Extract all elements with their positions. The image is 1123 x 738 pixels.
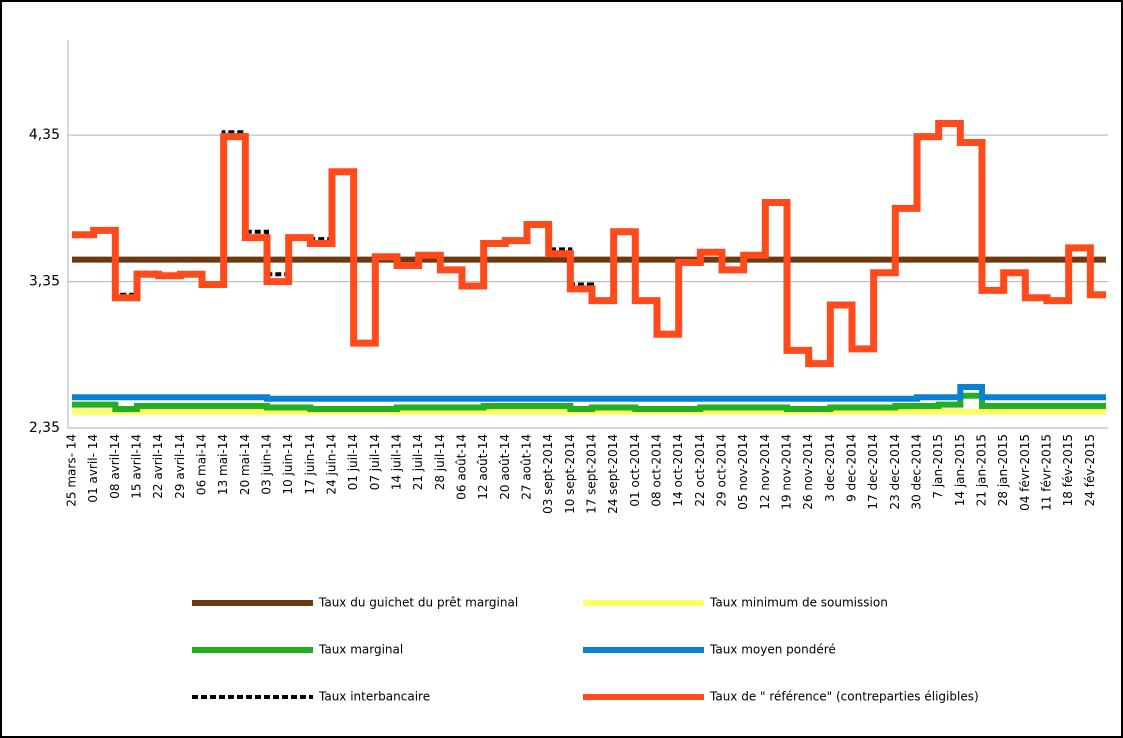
x-tick-label: 06 août-14	[455, 434, 469, 500]
x-tick-label: 01 oct-2014	[628, 434, 642, 507]
x-tick-label: 15 avril-14	[130, 434, 144, 499]
x-tick-label: 07 juil-14	[368, 434, 382, 490]
legend-label: Taux du guichet du prêt marginal	[318, 596, 518, 610]
x-tick-label: 08 avril-14	[108, 434, 122, 499]
x-tick-label: 29 avril-14	[173, 434, 187, 499]
x-tick-label: 17 sept-2014	[585, 434, 599, 514]
x-tick-label: 03 sept-2014	[541, 434, 555, 514]
x-tick-label: 24 juin-14	[325, 434, 339, 495]
x-tick-label: 24 fév-2015	[1083, 434, 1097, 506]
x-tick-label: 08 oct-2014	[650, 434, 664, 507]
x-tick-label: 27 août-14	[520, 434, 534, 500]
x-tick-label: 10 sept-2014	[563, 434, 577, 514]
x-tick-label: 05 nov-2014	[736, 434, 750, 510]
x-tick-label: 21 jan-2015	[975, 434, 989, 506]
x-tick-label: 01 juil-14	[346, 434, 360, 490]
x-tick-label: 28 jan-2015	[996, 434, 1010, 506]
x-tick-label: 25 mars- 14	[65, 434, 79, 507]
x-tick-label: 06 mai-14	[195, 434, 209, 495]
x-tick-label: 10 juin-14	[281, 434, 295, 495]
x-tick-label: 23 dec-2014	[888, 434, 902, 510]
x-tick-label: 30 dec-2014	[910, 434, 924, 510]
x-tick-label: 7 jan-2015	[931, 434, 945, 499]
legend-label: Taux interbancaire	[318, 690, 430, 704]
x-tick-label: 18 fév-2015	[1061, 434, 1075, 506]
x-tick-label: 17 dec-2014	[866, 434, 880, 510]
legend-label: Taux marginal	[318, 643, 403, 657]
x-tick-label: 22 avril-14	[151, 434, 165, 499]
x-tick-label: 11 févr-2015	[1040, 434, 1054, 511]
x-tick-label: 14 juil-14	[390, 434, 404, 490]
x-tick-label: 17 juin-14	[303, 434, 317, 495]
x-tick-label: 01 avril- 14	[86, 434, 100, 503]
x-tick-label: 28 juil-14	[433, 434, 447, 490]
x-tick-label: 22 oct-2014	[693, 434, 707, 507]
x-tick-label: 29 oct-2014	[715, 434, 729, 507]
series-line	[72, 384, 1106, 402]
y-tick-label: 3,35	[29, 274, 60, 290]
x-tick-label: 20 août-14	[498, 434, 512, 500]
x-tick-label: 3 dec-2014	[823, 434, 837, 502]
x-tick-label: 19 nov-2014	[780, 434, 794, 510]
x-tick-label: 04 févr-2015	[1018, 434, 1032, 511]
legend-label: Taux minimum de soumission	[709, 596, 888, 610]
legend-label: Taux moyen pondéré	[709, 643, 836, 657]
legend-label: Taux de " référence" (contreparties élig…	[709, 690, 979, 704]
x-tick-label: 12 nov-2014	[758, 434, 772, 510]
x-tick-label: 26 nov-2014	[801, 434, 815, 510]
x-tick-label: 14 jan-2015	[953, 434, 967, 506]
x-tick-label: 21 juil-14	[411, 434, 425, 490]
series-line	[72, 392, 1106, 412]
series-line	[72, 119, 1106, 368]
x-tick-label: 13 mai-14	[216, 434, 230, 495]
x-tick-label: 9 dec-2014	[845, 434, 859, 502]
x-tick-label: 24 sept-2014	[606, 434, 620, 514]
x-tick-label: 03 juin-14	[260, 434, 274, 495]
y-tick-label: 4,35	[29, 127, 60, 143]
x-tick-label: 14 oct-2014	[671, 434, 685, 507]
x-tick-label: 20 mai-14	[238, 434, 252, 495]
y-tick-label: 2,35	[29, 420, 60, 436]
x-tick-label: 12 août-14	[476, 434, 490, 500]
